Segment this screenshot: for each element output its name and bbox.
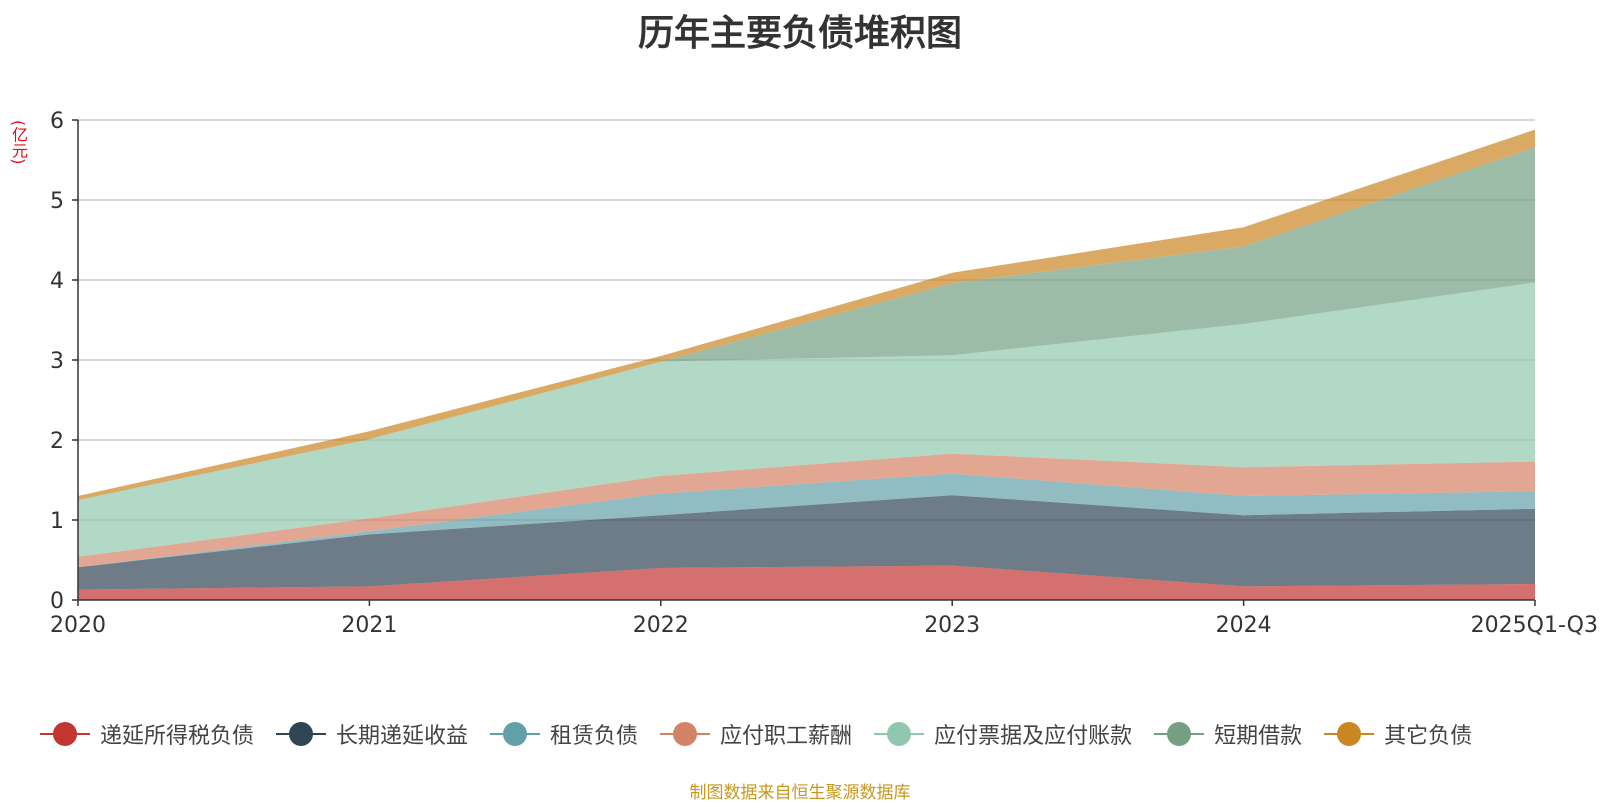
area-series-6 — [78, 129, 1535, 500]
x-tick-label-5: 2025Q1-Q3 — [1471, 613, 1598, 638]
y-tick-label-1: 1 — [50, 509, 64, 534]
y-tick-label-6: 6 — [50, 109, 64, 134]
y-axis-unit-label: (亿元) — [9, 120, 28, 165]
y-tick-label-0: 0 — [50, 589, 64, 614]
legend-item-4[interactable]: 应付票据及应付账款 — [874, 718, 1132, 750]
legend-marker-icon — [874, 722, 925, 746]
legend-item-2[interactable]: 租赁负债 — [490, 718, 638, 750]
y-tick-label-4: 4 — [50, 269, 64, 294]
area-series-2 — [78, 473, 1535, 568]
legend-label: 长期递延收益 — [336, 724, 469, 749]
chart-title: 历年主要负债堆积图 — [637, 13, 962, 54]
x-tick-label-4: 2024 — [1216, 613, 1272, 638]
legend-label: 短期借款 — [1214, 724, 1303, 749]
legend-marker-icon — [40, 722, 90, 746]
x-tick-label-2: 2022 — [633, 613, 689, 638]
legend-label: 租赁负债 — [550, 724, 639, 749]
legend-marker-icon — [276, 722, 327, 746]
legend-item-3[interactable]: 应付职工薪酬 — [660, 718, 852, 750]
x-tick-label-0: 2020 — [50, 613, 106, 638]
legend-item-5[interactable]: 短期借款 — [1154, 718, 1302, 750]
legend-marker-icon — [660, 722, 711, 746]
legend-label: 递延所得税负债 — [100, 724, 255, 749]
legend-item-0[interactable]: 递延所得税负债 — [40, 718, 254, 750]
area-series-0 — [78, 565, 1535, 600]
legend-label: 应付职工薪酬 — [720, 724, 853, 749]
legend-marker-icon — [490, 722, 541, 746]
chart-legend: 递延所得税负债 长期递延收益 租赁负债 应付职工薪酬 应付票据及应付账款 短期借款 其它负债 — [40, 717, 1600, 751]
y-tick-label-5: 5 — [50, 189, 64, 214]
legend-marker-icon — [1154, 722, 1205, 746]
x-tick-label-1: 2021 — [341, 613, 397, 638]
data-source-note: 制图数据来自恒生聚源数据库 — [689, 783, 911, 803]
legend-item-1[interactable]: 长期递延收益 — [276, 718, 468, 750]
y-tick-label-2: 2 — [50, 429, 64, 454]
legend-label: 其它负债 — [1384, 724, 1473, 749]
stacked-area-chart: 0 1 2 3 4 5 6 2020 2021 2022 2023 2024 2025Q1-Q3 — [50, 109, 1598, 638]
legend-marker-icon — [1324, 722, 1375, 746]
x-tick-label-3: 2023 — [924, 613, 980, 638]
area-series-3 — [78, 453, 1535, 568]
area-series-1 — [78, 495, 1535, 590]
legend-label: 应付票据及应付账款 — [934, 724, 1133, 749]
area-series-5 — [78, 147, 1535, 500]
area-series-4 — [78, 282, 1535, 557]
legend-item-6[interactable]: 其它负债 — [1324, 718, 1472, 750]
y-tick-label-3: 3 — [50, 349, 64, 374]
